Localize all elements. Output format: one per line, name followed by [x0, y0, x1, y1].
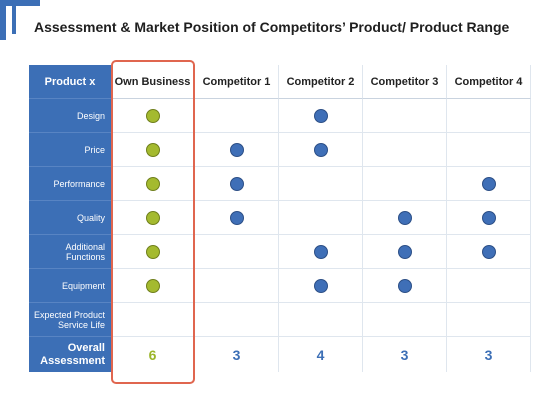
table-cell: [363, 133, 447, 167]
page-title: Assessment & Market Position of Competit…: [34, 19, 510, 35]
table-cell: [279, 167, 363, 201]
table-cell: [111, 167, 195, 201]
table-cell: [363, 99, 447, 133]
table-cell: [447, 201, 531, 235]
table-cell: [447, 99, 531, 133]
overall-score-cell: 4: [279, 337, 363, 372]
competitor-dot: [397, 278, 412, 293]
corner-logo: [0, 0, 40, 40]
own-business-dot: [145, 176, 160, 191]
competitor-dot: [229, 210, 244, 225]
overall-score-cell: 3: [447, 337, 531, 372]
column-header-competitor-4: Competitor 4: [447, 65, 531, 99]
table-cell: [363, 303, 447, 337]
table-cell: [111, 235, 195, 269]
column-header-competitor-3: Competitor 3: [363, 65, 447, 99]
table-cell: [447, 235, 531, 269]
header-corner-label: Product x: [29, 65, 111, 99]
table-cell: [195, 235, 279, 269]
competitor-dot: [481, 210, 496, 225]
table-cell: [279, 201, 363, 235]
overall-score: 4: [316, 346, 325, 363]
table-cell: [447, 303, 531, 337]
table-cell: [111, 303, 195, 337]
overall-score-cell: 3: [363, 337, 447, 372]
column-header-competitor-1: Competitor 1: [195, 65, 279, 99]
table-cell: [195, 99, 279, 133]
own-business-dot: [145, 108, 160, 123]
column-header-competitor-2: Competitor 2: [279, 65, 363, 99]
row-label-price: Price: [29, 133, 111, 167]
table-cell: [195, 303, 279, 337]
table-cell: [279, 133, 363, 167]
row-label-performance: Performance: [29, 167, 111, 201]
table-cell: [279, 303, 363, 337]
competitor-dot: [481, 244, 496, 259]
table-cell: [447, 269, 531, 303]
table-cell: [195, 201, 279, 235]
table-cell: [111, 269, 195, 303]
competitor-dot: [313, 278, 328, 293]
table-cell: [447, 133, 531, 167]
own-business-dot: [145, 210, 160, 225]
competitor-dot: [397, 244, 412, 259]
competitor-dot: [313, 108, 328, 123]
table-cell: [111, 99, 195, 133]
table-cell: [195, 269, 279, 303]
column-header-own-business: Own Business: [111, 65, 195, 99]
table-cell: [195, 133, 279, 167]
own-business-dot: [145, 142, 160, 157]
overall-score: 3: [232, 346, 241, 363]
overall-score: 3: [484, 346, 493, 363]
row-label-additional-functions: Additional Functions: [29, 235, 111, 269]
overall-score: 3: [400, 346, 409, 363]
table-cell: [279, 99, 363, 133]
own-business-dot: [145, 278, 160, 293]
table-cell: [363, 269, 447, 303]
overall-score-cell: 6: [111, 337, 195, 372]
competitor-dot: [313, 244, 328, 259]
competitor-dot: [481, 176, 496, 191]
competitor-dot: [313, 142, 328, 157]
row-label-equipment: Equipment: [29, 269, 111, 303]
own-business-dot: [145, 244, 160, 259]
table-cell: [363, 167, 447, 201]
table-cell: [447, 167, 531, 201]
overall-assessment-label: Overall Assessment: [29, 337, 111, 372]
table-cell: [279, 269, 363, 303]
overall-score: 6: [148, 346, 157, 363]
competitor-dot: [229, 176, 244, 191]
row-label-expected-product-service-life: Expected Product Service Life: [29, 303, 111, 337]
table-cell: [111, 201, 195, 235]
competitor-dot: [229, 142, 244, 157]
table-cell: [111, 133, 195, 167]
row-label-design: Design: [29, 99, 111, 133]
overall-score-cell: 3: [195, 337, 279, 372]
table-cell: [195, 167, 279, 201]
assessment-table: Product x Own Business Competitor 1 Competi…: [29, 65, 531, 372]
table-cell: [279, 235, 363, 269]
table-cell: [363, 201, 447, 235]
row-label-quality: Quality: [29, 201, 111, 235]
competitor-dot: [397, 210, 412, 225]
table-cell: [363, 235, 447, 269]
